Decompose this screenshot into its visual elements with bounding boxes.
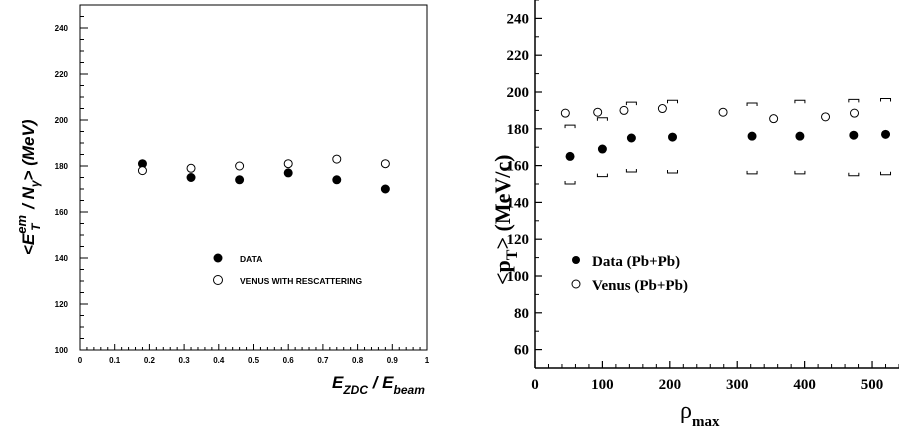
right-data-point xyxy=(747,131,757,141)
left-y-tick-label: 160 xyxy=(55,208,69,217)
right-x-tick-label: 400 xyxy=(793,377,816,393)
right-y-tick-label: 240 xyxy=(507,11,530,27)
right-venus-point xyxy=(850,108,860,118)
left-x-tick-label: 0.5 xyxy=(248,356,260,365)
left-ticks: 0 0.1 0.2 0.3 0.4 0.5 0.6 0.7 0.8 0.9 1 100 120 140 16… xyxy=(55,4,430,365)
left-y-axis-title: <EemT / Nγ> (MeV) xyxy=(14,119,43,255)
left-venus-point xyxy=(186,163,196,173)
left-chart: 0 0.1 0.2 0.3 0.4 0.5 0.6 0.7 0.8 0.9 1 100 120 140 16… xyxy=(14,4,430,397)
right-y-tick-label: 180 xyxy=(507,122,530,138)
left-legend-label-data: DATA xyxy=(240,254,262,264)
right-sys-bracket-high xyxy=(667,99,679,104)
right-sys-bracket-low xyxy=(880,171,892,176)
right-y-tick-label: 60 xyxy=(514,343,529,359)
right-venus-point xyxy=(821,112,831,122)
left-x-tick-label: 0.6 xyxy=(283,356,295,365)
right-venus-point xyxy=(619,105,629,115)
right-legend-marker-data xyxy=(572,256,580,264)
right-data-point xyxy=(626,133,636,143)
left-y-tick-label: 120 xyxy=(55,300,69,309)
right-x-tick-label: 200 xyxy=(659,377,682,393)
left-x-tick-label: 0.2 xyxy=(144,356,156,365)
left-points xyxy=(137,154,390,194)
left-data-point xyxy=(186,173,196,182)
left-x-tick-label: 0 xyxy=(78,356,83,365)
right-sys-bracket-high xyxy=(596,117,608,121)
left-y-tick-label: 100 xyxy=(55,346,69,355)
right-points xyxy=(560,97,892,185)
right-sys-bracket-low xyxy=(848,172,860,177)
left-legend-marker-data xyxy=(213,253,223,263)
left-x-tick-label: 0.3 xyxy=(179,356,191,365)
right-venus-point xyxy=(657,104,667,114)
left-legend-marker-venus xyxy=(213,275,223,285)
left-venus-point xyxy=(137,166,147,176)
left-x-axis-title: EZDC / Ebeam xyxy=(332,373,425,397)
right-x-tick-label: 500 xyxy=(861,377,884,393)
left-y-tick-label: 140 xyxy=(55,254,69,263)
left-y-tick-label: 240 xyxy=(55,24,69,33)
right-y-tick-label: 100 xyxy=(507,269,530,285)
right-sys-bracket-high xyxy=(880,97,892,102)
right-sys-bracket-high xyxy=(848,98,860,103)
right-sys-bracket-low xyxy=(746,170,758,175)
left-venus-point xyxy=(283,159,293,169)
right-data-point xyxy=(795,131,805,141)
left-plot-frame xyxy=(79,4,428,351)
right-y-axis-title: <pT> (MeV/c) xyxy=(490,155,521,285)
left-data-point xyxy=(283,168,293,178)
right-sys-bracket-low xyxy=(667,169,679,174)
right-sys-bracket-high xyxy=(794,99,806,104)
left-y-tick-label: 220 xyxy=(55,70,69,79)
left-x-tick-label: 0.9 xyxy=(387,356,399,365)
right-venus-point xyxy=(769,114,779,124)
right-sys-bracket-low xyxy=(596,173,608,178)
right-data-point xyxy=(597,144,607,154)
right-x-tick-label: 0 xyxy=(531,377,539,393)
right-venus-point xyxy=(718,107,728,117)
right-sys-bracket-low xyxy=(794,170,806,175)
right-y-tick-label: 120 xyxy=(507,232,530,248)
right-ticks: 0 100 200 300 400 500 60 80 100 120 140 160 180 200 22… xyxy=(507,0,899,393)
left-x-tick-label: 0.7 xyxy=(317,356,329,365)
right-y-tick-label: 80 xyxy=(514,306,529,322)
right-data-point xyxy=(668,132,678,142)
right-chart: 0 100 200 300 400 500 60 80 100 120 140 160 180 200 22… xyxy=(490,0,899,430)
right-y-tick-label: 220 xyxy=(507,48,530,64)
right-x-axis-title: ρmax xyxy=(680,398,720,430)
left-x-tick-label: 0.4 xyxy=(213,356,225,365)
right-data-point xyxy=(881,129,891,139)
right-legend-marker-venus xyxy=(571,279,581,289)
right-y-tick-label: 140 xyxy=(507,195,530,211)
right-y-tick-label: 200 xyxy=(507,85,530,101)
right-sys-bracket-high xyxy=(746,102,758,107)
right-sys-bracket-low xyxy=(564,181,576,185)
right-x-tick-label: 100 xyxy=(591,377,614,393)
right-sys-bracket-high xyxy=(625,101,637,106)
left-venus-point xyxy=(380,159,390,169)
left-data-point xyxy=(235,175,245,185)
left-y-tick-label: 200 xyxy=(55,116,69,125)
right-legend-label-venus: Venus (Pb+Pb) xyxy=(592,278,688,294)
right-venus-point xyxy=(593,107,603,117)
left-data-point xyxy=(332,175,342,185)
right-sys-bracket-high xyxy=(564,124,576,129)
right-venus-point xyxy=(560,108,570,118)
right-x-tick-label: 300 xyxy=(726,377,749,393)
left-data-point xyxy=(380,184,390,194)
left-x-tick-label: 0.1 xyxy=(109,356,121,365)
right-legend-label-data: Data (Pb+Pb) xyxy=(592,254,680,270)
right-data-point xyxy=(849,130,859,140)
right-y-tick-label: 160 xyxy=(507,159,530,175)
left-venus-point xyxy=(235,161,245,171)
left-venus-point xyxy=(332,154,342,164)
right-data-point xyxy=(565,151,575,161)
right-sys-bracket-low xyxy=(625,169,637,173)
left-legend-label-venus: VENUS WITH RESCATTERING xyxy=(240,276,363,286)
left-y-tick-label: 180 xyxy=(55,162,69,171)
left-x-tick-label: 1 xyxy=(425,356,430,365)
left-x-tick-label: 0.8 xyxy=(352,356,364,365)
